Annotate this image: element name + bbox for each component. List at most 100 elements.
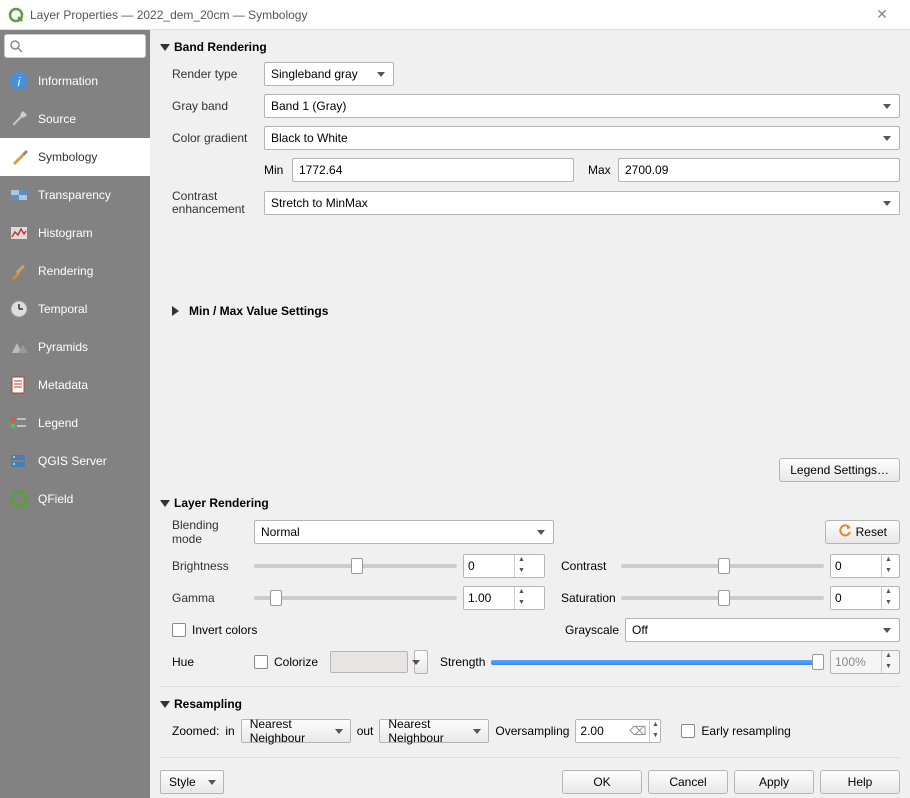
render-type-combo[interactable]: Singleband gray (264, 62, 394, 86)
apply-button[interactable]: Apply (734, 770, 814, 794)
clear-icon[interactable]: ⌫ (626, 724, 649, 738)
sidebar-item-label: Information (38, 74, 98, 88)
paintbrush-icon (8, 260, 30, 282)
sidebar-item-histogram[interactable]: Histogram (0, 214, 150, 252)
zoom-out-combo[interactable]: Nearest Neighbour (379, 719, 489, 743)
sidebar-item-symbology[interactable]: Symbology (0, 138, 150, 176)
max-label: Max (588, 163, 612, 177)
early-checkbox[interactable] (681, 724, 695, 738)
cancel-button[interactable]: Cancel (648, 770, 728, 794)
close-button[interactable]: ✕ (862, 6, 902, 23)
section-title: Band Rendering (174, 40, 267, 54)
expand-icon (172, 306, 179, 316)
reset-icon (838, 524, 852, 541)
sidebar-item-label: QGIS Server (38, 454, 107, 468)
saturation-slider[interactable] (621, 586, 824, 610)
help-button[interactable]: Help (820, 770, 900, 794)
zoom-in-combo[interactable]: Nearest Neighbour (241, 719, 351, 743)
style-menu[interactable]: Style (160, 770, 224, 794)
color-gradient-combo[interactable]: Black to White (264, 126, 900, 150)
sidebar-item-label: QField (38, 492, 73, 506)
sidebar-item-rendering[interactable]: Rendering (0, 252, 150, 290)
resampling-header[interactable]: Resampling (160, 697, 900, 711)
sidebar-item-qfield[interactable]: QField (0, 480, 150, 518)
minmax-settings-header[interactable]: Min / Max Value Settings (172, 304, 900, 318)
grayscale-label: Grayscale (565, 623, 619, 637)
max-input[interactable]: 2700.09 (618, 158, 900, 182)
zoomed-label: Zoomed: (172, 724, 219, 738)
contrast-label: Contrast enhancement (172, 190, 258, 216)
sidebar-item-label: Symbology (38, 150, 97, 164)
pyramids-icon (8, 336, 30, 358)
grayscale-combo[interactable]: Off (625, 618, 900, 642)
sidebar-item-temporal[interactable]: Temporal (0, 290, 150, 328)
brightness-slider[interactable] (254, 554, 457, 578)
hue-label: Hue (172, 655, 248, 669)
sidebar-item-transparency[interactable]: Transparency (0, 176, 150, 214)
invert-checkbox[interactable] (172, 623, 186, 637)
search-input[interactable] (4, 34, 146, 58)
layer-rendering-header[interactable]: Layer Rendering (160, 496, 900, 510)
sidebar-item-label: Histogram (38, 226, 93, 240)
sidebar: i Information Source Symbology Transpare… (0, 30, 150, 798)
section-title: Layer Rendering (174, 496, 269, 510)
collapse-icon (160, 701, 170, 708)
transparency-icon (8, 184, 30, 206)
blending-combo[interactable]: Normal (254, 520, 554, 544)
dialog-footer: Style OK Cancel Apply Help (160, 764, 900, 794)
sidebar-item-label: Temporal (38, 302, 87, 316)
gray-band-combo[interactable]: Band 1 (Gray) (264, 94, 900, 118)
colorize-color[interactable] (330, 651, 408, 673)
main-panel: Band Rendering Render type Singleband gr… (150, 30, 910, 798)
sidebar-search (0, 30, 150, 62)
oversampling-spin[interactable]: ⌫ ▲▼ (575, 719, 661, 743)
sidebar-item-information[interactable]: i Information (0, 62, 150, 100)
minmax-title: Min / Max Value Settings (189, 304, 328, 318)
sidebar-item-source[interactable]: Source (0, 100, 150, 138)
oversampling-label: Oversampling (495, 724, 569, 738)
legend-settings-button[interactable]: Legend Settings… (779, 458, 900, 482)
clock-icon (8, 298, 30, 320)
contrast-slider[interactable] (621, 554, 824, 578)
wrench-icon (8, 108, 30, 130)
contrast-combo[interactable]: Stretch to MinMax (264, 191, 900, 215)
contrast-spin[interactable]: ▲▼ (830, 554, 900, 578)
titlebar: Layer Properties — 2022_dem_20cm — Symbo… (0, 0, 910, 30)
color-gradient-label: Color gradient (172, 131, 258, 145)
histogram-icon (8, 222, 30, 244)
collapse-icon (160, 44, 170, 51)
saturation-label: Saturation (561, 591, 615, 605)
reset-button[interactable]: Reset (825, 520, 900, 544)
color-dropdown[interactable] (414, 650, 428, 674)
ok-button[interactable]: OK (562, 770, 642, 794)
min-label: Min (264, 163, 286, 177)
qfield-icon (8, 488, 30, 510)
out-label: out (357, 724, 374, 738)
colorize-checkbox[interactable] (254, 655, 268, 669)
band-rendering-header[interactable]: Band Rendering (160, 40, 900, 54)
sidebar-item-pyramids[interactable]: Pyramids (0, 328, 150, 366)
strength-slider[interactable] (491, 650, 824, 674)
brightness-label: Brightness (172, 559, 248, 573)
sidebar-item-metadata[interactable]: Metadata (0, 366, 150, 404)
strength-spin[interactable]: ▲▼ (830, 650, 900, 674)
sidebar-item-qgis-server[interactable]: QGIS Server (0, 442, 150, 480)
legend-icon (8, 412, 30, 434)
sidebar-item-legend[interactable]: Legend (0, 404, 150, 442)
brush-icon (8, 146, 30, 168)
window-title: Layer Properties — 2022_dem_20cm — Symbo… (30, 8, 862, 22)
saturation-spin[interactable]: ▲▼ (830, 586, 900, 610)
gamma-label: Gamma (172, 591, 248, 605)
metadata-icon (8, 374, 30, 396)
info-icon: i (8, 70, 30, 92)
sidebar-item-label: Metadata (38, 378, 88, 392)
contrast-label: Contrast (561, 559, 615, 573)
gamma-spin[interactable]: ▲▼ (463, 586, 545, 610)
brightness-spin[interactable]: ▲▼ (463, 554, 545, 578)
sidebar-item-label: Source (38, 112, 76, 126)
min-input[interactable]: 1772.64 (292, 158, 574, 182)
qgis-icon (8, 7, 24, 23)
invert-label: Invert colors (192, 623, 257, 637)
gamma-slider[interactable] (254, 586, 457, 610)
sidebar-item-label: Transparency (38, 188, 111, 202)
